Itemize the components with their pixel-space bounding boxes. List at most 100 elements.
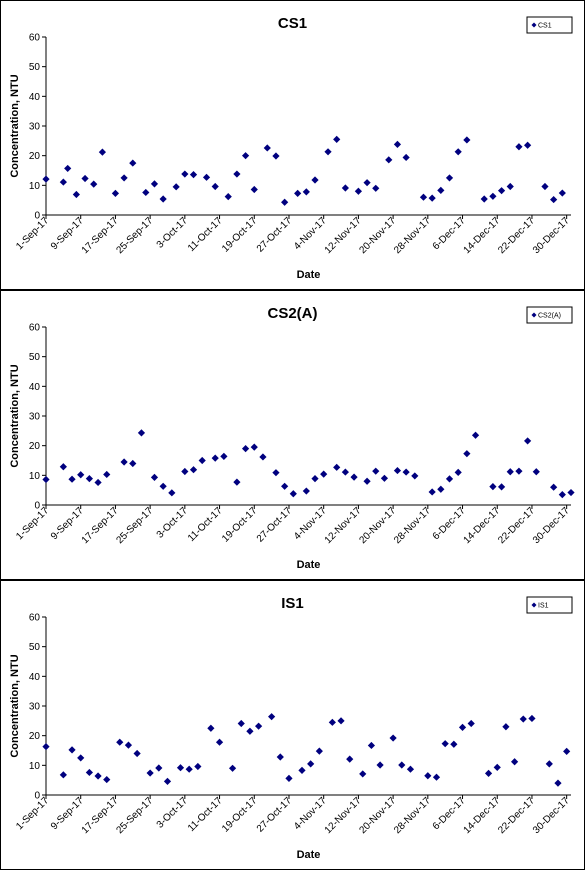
y-tick-label: 40 [29,672,41,683]
chart-title: CS1 [278,15,307,32]
y-tick-label: 20 [29,731,41,742]
data-point [77,471,85,479]
data-point [98,148,107,156]
legend-label: CS1 [538,23,552,30]
data-point [437,485,445,493]
data-point [233,170,241,178]
data-point [541,182,549,191]
legend: CS1 [526,16,573,34]
data-point [497,187,506,195]
legend-marker [531,22,537,28]
y-axis-label: Concentration, NTU [9,74,21,177]
y-tick-label: 50 [29,62,41,73]
data-point [64,164,72,173]
data-point [463,136,471,144]
legend-box [526,16,573,34]
data-point [471,431,480,439]
y-tick-label: 60 [29,323,41,334]
y-tick-label: 60 [29,33,41,44]
data-point [159,482,167,490]
data-point [272,152,280,160]
data-point [515,467,523,475]
data-point [341,184,349,192]
data-point [506,468,514,476]
data-point [363,179,371,187]
legend: CS2(A) [526,306,573,324]
data-point [172,183,180,191]
y-tick-label: 40 [29,382,41,393]
data-point [72,190,80,199]
data-point [515,143,523,151]
data-point [489,192,497,200]
chart-panel-2: CS2(A)01020304050601-Sep-179-Sep-1717-Se… [0,290,585,580]
data-point [372,184,380,192]
legend: IS1 [526,596,573,614]
data-point [185,765,193,773]
data-point [42,175,50,183]
data-point [402,468,410,476]
x-axis-label: Date [297,849,321,861]
data-point [341,468,349,476]
y-tick-label: 40 [29,92,41,103]
data-point [207,724,215,732]
data-point [454,148,462,156]
data-point [289,490,297,498]
data-point [281,482,289,490]
data-point [68,746,76,754]
data-point [380,474,389,482]
legend-marker [531,602,537,608]
data-point [150,180,159,188]
data-point [120,458,128,466]
legend-label: IS1 [538,603,549,610]
data-point [120,174,128,182]
data-point [189,466,198,474]
y-axis-label: Concentration, NTU [9,654,21,757]
chart-frame [0,580,585,870]
data-point [281,198,289,206]
chart-frame [0,290,585,580]
data-point [133,749,141,758]
data-point [163,777,172,785]
data-point [189,171,198,179]
data-point [402,153,410,162]
data-point [94,478,102,487]
data-point [428,488,436,496]
data-point [311,474,319,483]
data-point [550,483,558,491]
chart-title: CS2(A) [267,305,317,322]
data-point [419,193,428,201]
data-point [385,156,393,164]
data-point [272,469,280,477]
data-point [168,489,176,497]
y-tick-label: 20 [29,151,41,162]
data-point [428,194,436,202]
data-point [354,187,362,195]
data-point [437,186,445,194]
data-point [324,148,332,156]
data-point [233,478,241,486]
y-tick-label: 50 [29,642,41,653]
data-point [129,459,137,468]
y-tick-label: 0 [34,501,40,512]
data-point [241,152,250,160]
y-tick-label: 50 [29,352,41,363]
y-tick-label: 0 [34,211,40,222]
legend-box [526,596,573,614]
data-point [393,140,402,148]
data-point [311,176,319,184]
data-point [333,135,341,143]
chart-panel-1: CS101020304050601-Sep-179-Sep-1717-Sep-1… [0,0,585,290]
data-point [519,715,527,723]
data-point [294,189,302,197]
data-point [198,456,206,465]
y-tick-label: 30 [29,702,41,713]
chart-panel-3: IS101020304050601-Sep-179-Sep-1717-Sep-1… [0,580,585,870]
data-point [502,723,510,731]
data-point [85,474,93,483]
data-point [111,189,120,197]
data-point [159,195,167,203]
data-point [81,174,89,183]
data-point [480,195,488,203]
y-tick-label: 10 [29,181,41,192]
